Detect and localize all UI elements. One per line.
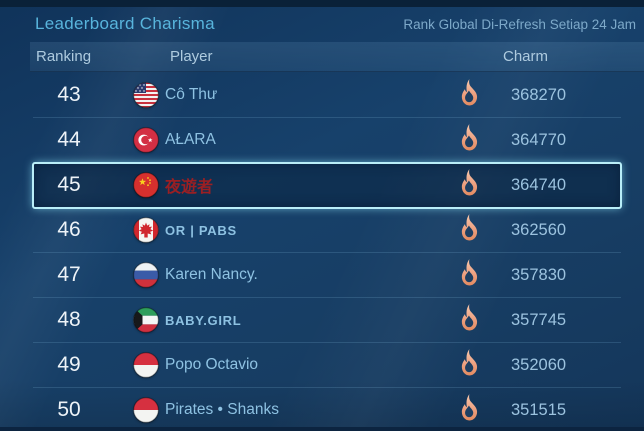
page-title: Leaderboard Charisma [35, 14, 215, 33]
charm-icon-cell [433, 348, 503, 382]
charm-value: 352060 [511, 355, 567, 374]
charm-value: 364740 [511, 175, 567, 194]
charm-value: 364770 [511, 130, 567, 149]
charm-icon-cell [433, 303, 503, 337]
flame-icon [455, 258, 482, 292]
player-name: Popo Octavio [165, 356, 259, 373]
player-cell: AŁARA [105, 127, 433, 153]
player-cell: BABY.GIRL [105, 307, 433, 333]
leaderboard-row[interactable]: 45 夜遊者 364740 [32, 162, 622, 209]
refresh-note: Rank Global Di-Refresh Setiap 24 Jam [403, 16, 636, 32]
rank-value: 44 [57, 128, 81, 151]
ru-flag-icon [133, 262, 159, 288]
cn-flag-icon [133, 172, 159, 198]
player-name: 夜遊者 [165, 179, 214, 196]
player-cell: Popo Octavio [105, 352, 433, 378]
charm-value: 362560 [511, 220, 567, 239]
player-name: BABY.GIRL [165, 312, 242, 328]
charm-icon-cell [433, 123, 503, 157]
column-charm: Charm [503, 48, 549, 65]
player-cell: Pirates • Shanks [105, 397, 433, 423]
charm-value: 351515 [511, 400, 567, 419]
charm-value: 357745 [511, 310, 567, 329]
id-flag-icon [133, 352, 159, 378]
player-name: AŁARA [165, 131, 216, 148]
leaderboard-row[interactable]: 47 Karen Nancy. 357830 [33, 253, 621, 298]
player-name: Pirates • Shanks [165, 401, 279, 418]
flame-icon [455, 393, 482, 427]
charm-icon-cell [433, 168, 503, 202]
kw-flag-icon [133, 307, 159, 333]
flame-icon [455, 213, 482, 247]
rank-value: 47 [57, 263, 81, 286]
charm-value: 357830 [511, 265, 567, 284]
charm-icon-cell [433, 78, 503, 112]
player-cell: OR | PABS [105, 217, 433, 243]
leaderboard-row[interactable]: 49 Popo Octavio 352060 [33, 343, 621, 388]
flame-icon [455, 168, 482, 202]
flame-icon [455, 123, 482, 157]
rank-value: 45 [57, 173, 81, 196]
column-ranking: Ranking [36, 48, 92, 65]
id-flag-icon [133, 397, 159, 423]
charm-value: 368270 [511, 85, 567, 104]
charm-icon-cell [433, 213, 503, 247]
leaderboard-row[interactable]: 46 OR | PABS 362560 [33, 208, 621, 253]
rank-value: 43 [57, 83, 81, 106]
flame-icon [455, 303, 482, 337]
bottom-strip [0, 427, 644, 431]
leaderboard-row[interactable]: 43 Cô Thư 368270 [33, 73, 621, 118]
player-name: Karen Nancy. [165, 266, 258, 283]
player-cell: Cô Thư [105, 82, 433, 108]
leaderboard-rows: 43 Cô Thư 368270 44 AŁARA 364770 45 [32, 73, 622, 431]
player-cell: 夜遊者 [105, 172, 433, 198]
rank-value: 49 [57, 353, 81, 376]
leaderboard-row[interactable]: 44 AŁARA 364770 [33, 118, 621, 163]
rank-value: 46 [57, 218, 81, 241]
title-bar: Leaderboard Charisma Rank Global Di-Refr… [0, 7, 644, 41]
us-flag-icon [133, 82, 159, 108]
ca-flag-icon [133, 217, 159, 243]
rank-value: 48 [57, 308, 81, 331]
flame-icon [455, 78, 482, 112]
leaderboard-row[interactable]: 48 BABY.GIRL 357745 [33, 298, 621, 343]
rank-value: 50 [57, 398, 81, 421]
charm-icon-cell [433, 258, 503, 292]
charm-icon-cell [433, 393, 503, 427]
leaderboard-row[interactable]: 50 Pirates • Shanks 351515 [33, 388, 621, 431]
top-strip [0, 0, 644, 7]
column-header-row: Ranking Player Charm [30, 42, 644, 72]
tr-flag-icon [133, 127, 159, 153]
column-player: Player [170, 48, 213, 65]
player-name: Cô Thư [165, 86, 218, 103]
player-cell: Karen Nancy. [105, 262, 433, 288]
player-name: OR | PABS [165, 222, 237, 238]
flame-icon [455, 348, 482, 382]
